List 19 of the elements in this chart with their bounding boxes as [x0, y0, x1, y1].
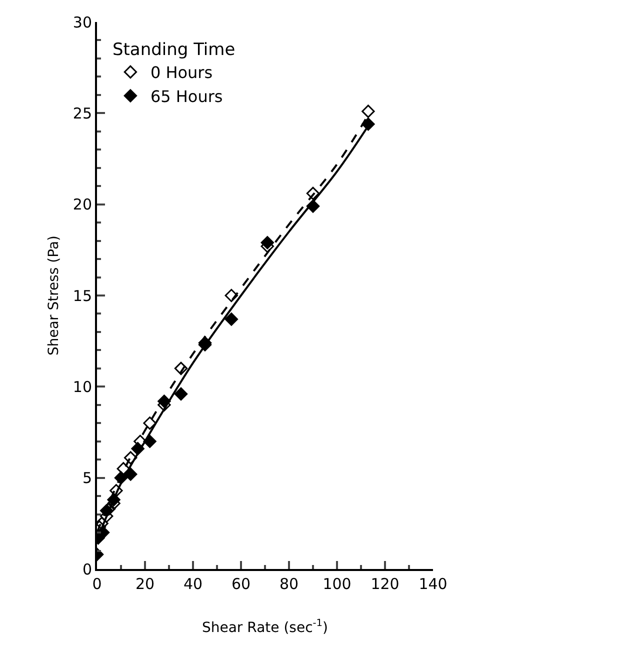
x-tick-label: 60 [231, 575, 251, 593]
x-tick-label: 20 [135, 575, 155, 593]
y-tick-label: 5 [82, 469, 92, 488]
x-tick-label: 120 [370, 575, 400, 593]
legend-title: Standing Time [112, 40, 236, 60]
y-tick-label: 30 [72, 13, 92, 32]
y-tick-label: 25 [72, 104, 92, 122]
legend-label: 0 Hours [150, 63, 213, 82]
x-tick-label: 80 [279, 575, 299, 593]
y-tick-label: 15 [72, 286, 92, 305]
y-tick-label: 10 [72, 378, 92, 396]
x-tick-label: 100 [322, 575, 352, 593]
x-axis-title: Shear Rate (sec$^{-1}$) [202, 618, 328, 636]
y-tick-label: 20 [72, 196, 92, 214]
x-tick-label: 140 [418, 575, 448, 593]
y-tick-label: 0 [82, 560, 92, 578]
x-tick-label: 40 [183, 575, 203, 593]
legend-label: 65 Hours [150, 86, 223, 106]
y-axis-title: Shear Stress (Pa) [46, 236, 62, 356]
